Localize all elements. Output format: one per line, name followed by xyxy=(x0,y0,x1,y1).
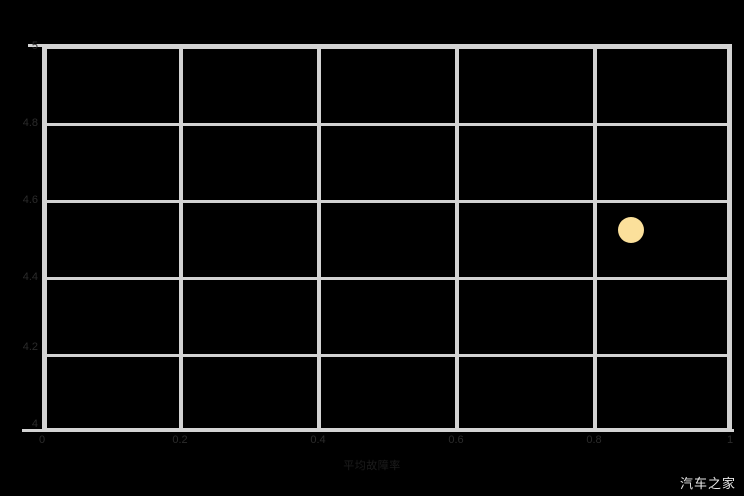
y-axis-tick-label: 5 xyxy=(31,40,38,52)
gridline-horizontal xyxy=(42,277,731,280)
plot-area xyxy=(42,46,731,431)
axis-line-right xyxy=(727,44,732,432)
data-point-marker[interactable] xyxy=(618,217,644,243)
gridline-vertical xyxy=(317,46,321,429)
watermark-label: 汽车之家 xyxy=(679,477,736,492)
axis-line-left xyxy=(42,44,47,432)
y-axis-tick-label: 4 xyxy=(31,418,38,430)
axis-line-bottom xyxy=(22,429,734,432)
gridline-horizontal xyxy=(42,354,731,357)
y-axis-tick-label: 4.8 xyxy=(22,117,38,129)
x-axis-tick-label: 0.2 xyxy=(172,434,188,446)
gridline-horizontal xyxy=(42,123,731,126)
gridline-horizontal xyxy=(42,200,731,203)
x-axis-tick-label: 0.4 xyxy=(310,434,326,446)
y-axis-tick-label: 4.2 xyxy=(22,341,38,353)
gridline-vertical xyxy=(593,46,597,429)
y-axis-tick-label: 4.6 xyxy=(22,194,38,206)
x-axis-tick-label: 0.8 xyxy=(586,434,602,446)
y-axis-tick-label: 4.4 xyxy=(22,271,38,283)
x-axis-tick-labels: 0 0.2 0.4 0.6 0.8 1 xyxy=(0,435,744,451)
y-axis-tick-labels: 5 4.8 4.6 4.4 4.2 4 xyxy=(0,0,38,496)
x-axis-tick-label: 0 xyxy=(38,434,46,446)
gridline-vertical xyxy=(179,46,183,429)
x-axis-tick-label: 0.6 xyxy=(448,434,464,446)
x-axis-title: 平均故障率 xyxy=(343,460,401,472)
gridline-vertical xyxy=(455,46,459,429)
gridline-horizontal xyxy=(42,46,731,49)
axis-line-top xyxy=(28,44,732,47)
x-axis-tick-label: 1 xyxy=(726,434,734,446)
